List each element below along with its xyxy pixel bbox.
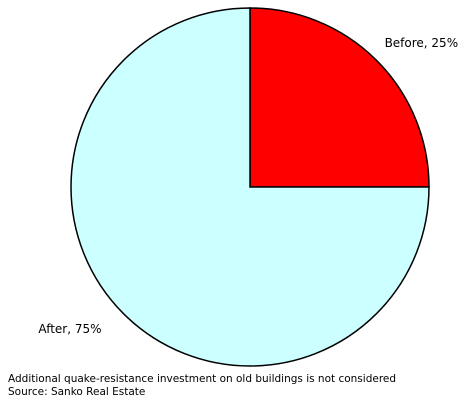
footnote: Additional quake-resistance investment o…	[8, 373, 396, 385]
data-label: Before, 25%	[385, 36, 459, 50]
data-label: After, 75%	[38, 322, 101, 336]
pie-slice	[249, 7, 430, 188]
pie-slice	[70, 7, 430, 367]
source-note: Source: Sanko Real Estate	[8, 386, 145, 398]
